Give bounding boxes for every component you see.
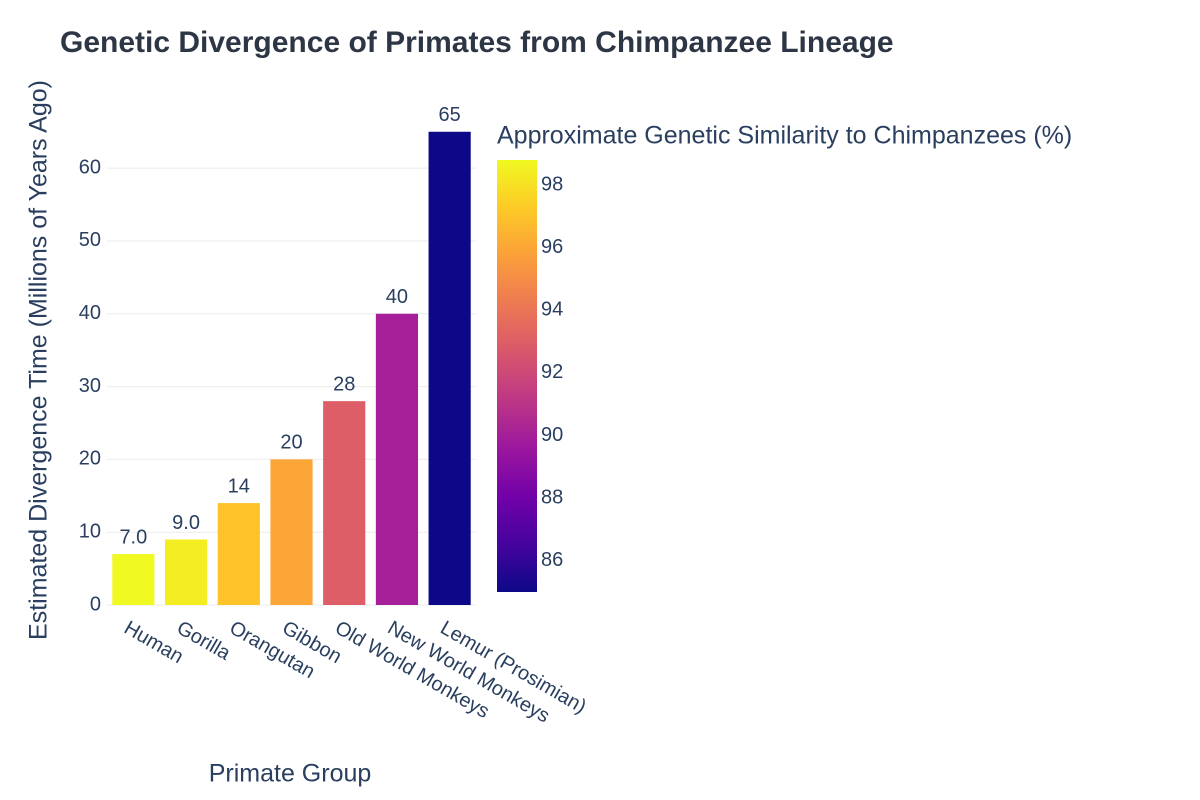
y-tick-label: 60: [79, 156, 101, 178]
colorbar-tick-label: 94: [541, 299, 563, 321]
colorbar-tick-label: 96: [541, 236, 563, 258]
x-tick-label: Gorilla: [173, 617, 235, 665]
data-label: 28: [333, 373, 355, 395]
y-tick-label: 30: [79, 375, 101, 397]
colorbar-tick-label: 98: [541, 173, 563, 195]
y-axis-title: Estimated Divergence Time (Millions of Y…: [25, 80, 53, 640]
bar: [112, 554, 155, 605]
bar: [270, 459, 313, 605]
colorbar-tick-label: 90: [541, 424, 563, 446]
colorbar: [497, 160, 537, 592]
colorbar-tick-label: 88: [541, 486, 563, 508]
chart-title: Genetic Divergence of Primates from Chim…: [60, 26, 894, 59]
data-label: 40: [386, 286, 408, 308]
bar: [428, 131, 471, 605]
y-tick-label: 0: [90, 593, 101, 615]
colorbar-title: Approximate Genetic Similarity to Chimpa…: [497, 122, 1072, 150]
y-tick-label: 10: [79, 520, 101, 542]
y-tick-label: 50: [79, 229, 101, 251]
data-label: 20: [280, 432, 302, 454]
x-axis-title: Primate Group: [209, 760, 372, 788]
bar: [217, 503, 260, 605]
data-label: 65: [439, 104, 461, 126]
y-tick-label: 20: [79, 448, 101, 470]
bar: [375, 313, 419, 605]
x-tick-label: Human: [120, 617, 187, 668]
y-tick-label: 40: [79, 302, 101, 324]
data-label: 9.0: [172, 512, 200, 534]
bar: [323, 401, 366, 605]
bar: [164, 539, 208, 605]
data-label: 7.0: [119, 526, 147, 548]
data-label: 14: [228, 475, 250, 497]
colorbar-tick-label: 86: [541, 549, 563, 571]
colorbar-tick-label: 92: [541, 361, 563, 383]
